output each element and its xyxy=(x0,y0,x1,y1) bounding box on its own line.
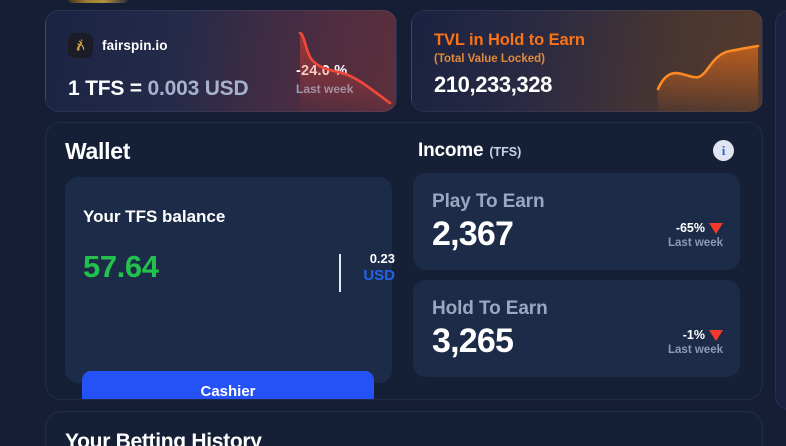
fairspin-horse-logo-icon xyxy=(68,33,93,58)
tvl-card[interactable]: TVL in Hold to Earn (Total Value Locked)… xyxy=(411,10,763,112)
trend-down-icon xyxy=(709,329,723,341)
income-label: Play To Earn xyxy=(432,191,545,212)
offscreen-right-card xyxy=(775,10,786,410)
tvl-title: TVL in Hold to Earn xyxy=(434,31,585,49)
balance-usd-currency: USD xyxy=(363,267,395,284)
income-unit: (TFS) xyxy=(489,145,522,159)
income-delta-pct: -65% xyxy=(675,221,705,235)
betting-history-panel: Your Betting History xyxy=(45,411,763,446)
income-label: Hold To Earn xyxy=(432,298,548,319)
income-header: Income (TFS) xyxy=(418,140,521,162)
income-delta-period: Last week xyxy=(668,344,723,356)
tfs-delta-block: -24.0 % Last week xyxy=(296,63,353,96)
tvl-subtitle: (Total Value Locked) xyxy=(434,53,545,65)
stats-row: fairspin.io 1 TFS = 0.003 USD -24.0 % La… xyxy=(45,10,763,112)
income-card-play-to-earn: Play To Earn 2,367 -65% Last week xyxy=(413,173,740,270)
tfs-rate-value: 0.003 USD xyxy=(147,77,249,100)
balance-divider xyxy=(339,254,341,292)
trend-down-icon xyxy=(709,222,723,234)
balance-amount: 57.64 xyxy=(83,249,159,284)
betting-history-title: Your Betting History xyxy=(65,430,262,446)
info-circle-icon[interactable]: i xyxy=(713,140,734,161)
wallet-section-title: Wallet xyxy=(65,138,131,164)
fairspin-brand: fairspin.io xyxy=(68,33,168,58)
fairspin-logo-text: fairspin.io xyxy=(102,38,168,53)
balance-usd-block: 0.23 USD xyxy=(353,251,395,284)
tvl-sparkline-chart xyxy=(656,44,760,111)
tfs-balance-card: Your TFS balance 57.64 0.23 USD Cashier xyxy=(65,177,395,399)
balance-usd-value: 0.23 xyxy=(369,251,395,266)
tfs-rate-line: 1 TFS = 0.003 USD xyxy=(68,77,249,101)
tfs-delta-period: Last week xyxy=(296,82,354,96)
income-value: 2,367 xyxy=(432,215,514,253)
balance-label: Your TFS balance xyxy=(83,207,226,226)
income-delta-pct: -1% xyxy=(682,328,705,342)
cashier-button[interactable]: Cashier xyxy=(82,371,374,399)
income-card-hold-to-earn: Hold To Earn 3,265 -1% Last week xyxy=(413,280,740,377)
top-gold-strip xyxy=(68,0,128,3)
info-glyph: i xyxy=(721,143,726,158)
income-value: 3,265 xyxy=(432,322,514,360)
income-delta-block: -1% Last week xyxy=(668,328,723,356)
income-delta-block: -65% Last week xyxy=(668,221,723,249)
income-delta-period: Last week xyxy=(668,237,723,249)
tfs-rate-card[interactable]: fairspin.io 1 TFS = 0.003 USD -24.0 % La… xyxy=(45,10,397,112)
tfs-rate-prefix: 1 TFS = xyxy=(68,77,148,100)
tvl-value: 210,233,328 xyxy=(434,72,552,97)
wallet-income-panel: Wallet Your TFS balance 57.64 0.23 USD C… xyxy=(45,122,763,400)
tfs-delta-pct: -24.0 % xyxy=(296,63,348,79)
income-title: Income xyxy=(418,140,484,161)
